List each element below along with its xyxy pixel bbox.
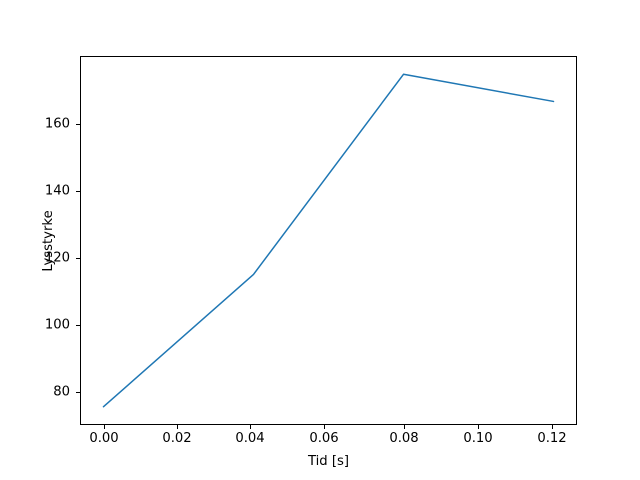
- ytick-label-120: 120: [44, 250, 70, 266]
- xtick-label-0.00: 0.00: [89, 431, 119, 446]
- x-axis-label: Tid [s]: [307, 454, 350, 469]
- xtick-mark: [552, 425, 554, 429]
- ytick-label-100: 100: [44, 317, 70, 333]
- xtick-label-0.02: 0.02: [162, 431, 192, 446]
- xtick-label-0.06: 0.06: [309, 431, 339, 446]
- xtick-mark: [478, 425, 480, 429]
- ytick-label-80: 80: [53, 384, 70, 400]
- xtick-label-0.04: 0.04: [235, 431, 265, 446]
- xtick-mark: [104, 425, 106, 429]
- xtick-mark: [404, 425, 406, 429]
- xtick-mark: [250, 425, 252, 429]
- y-axis-label: Lysstyrke: [41, 209, 57, 272]
- ytick-label-140: 140: [44, 183, 70, 199]
- ytick-mark: [76, 325, 80, 327]
- ytick-mark: [76, 191, 80, 193]
- ytick-mark: [76, 258, 80, 260]
- xtick-label-0.08: 0.08: [389, 431, 419, 446]
- plot-area: [80, 56, 577, 425]
- ytick-mark: [76, 124, 80, 126]
- xtick-label-0.12: 0.12: [537, 431, 567, 446]
- xtick-mark: [324, 425, 326, 429]
- plot-svg: [81, 57, 576, 424]
- xtick-mark: [177, 425, 179, 429]
- ytick-mark: [76, 392, 80, 394]
- data-series-line: [103, 74, 553, 406]
- ytick-label-160: 160: [44, 116, 70, 132]
- xtick-label-0.10: 0.10: [463, 431, 493, 446]
